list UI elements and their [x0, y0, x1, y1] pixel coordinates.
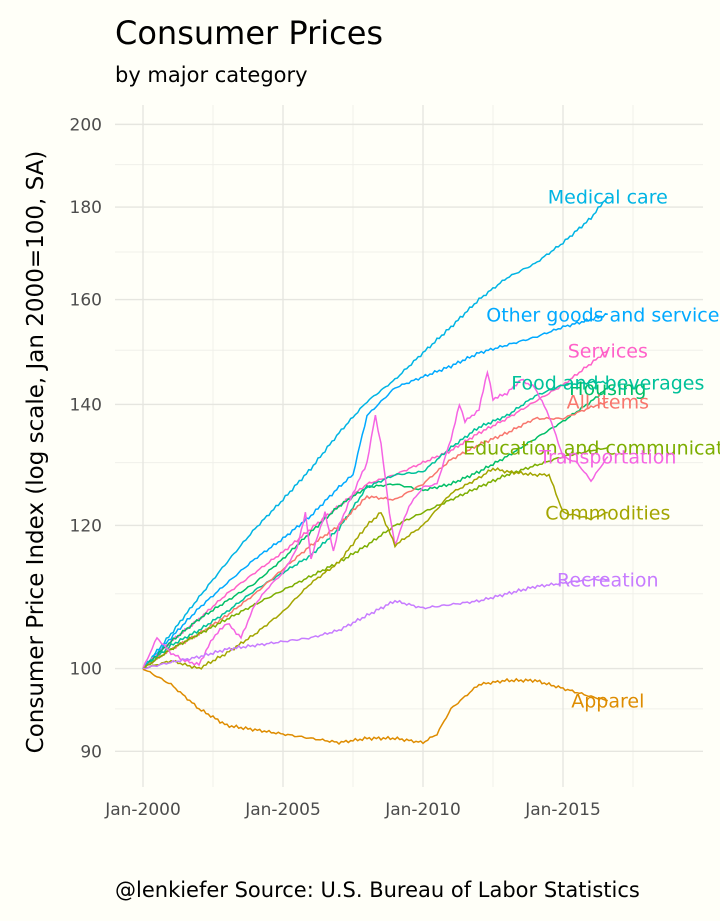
series-labels: Medical care Other goods and services Serv… — [463, 186, 720, 712]
series-label: Education and communication — [463, 438, 720, 460]
series-label: Other goods and services — [486, 304, 720, 326]
series-line — [142, 312, 609, 670]
y-tick-label: 160 — [70, 291, 102, 311]
series-label: Food and beverages — [511, 372, 704, 394]
chart-subtitle: by major category — [115, 63, 308, 87]
source-caption: @lenkiefer Source: U.S. Bureau of Labor … — [115, 878, 640, 902]
y-tick-label: 100 — [70, 660, 102, 680]
x-axis-ticks: Jan-2000 Jan-2005 Jan-2010 Jan-2015 — [104, 800, 601, 820]
y-tick-label: 200 — [70, 115, 102, 135]
series-label: Services — [568, 340, 648, 362]
series-label: Commodities — [545, 502, 670, 524]
x-tick-label: Jan-2005 — [244, 800, 321, 820]
y-tick-label: 180 — [70, 198, 102, 218]
y-tick-label: 120 — [70, 516, 102, 536]
series-line — [142, 577, 608, 670]
series-line — [142, 400, 609, 671]
series-label: Medical care — [548, 186, 668, 208]
series-line — [142, 668, 608, 746]
series-label: Transportation — [538, 447, 676, 469]
series-line — [142, 349, 609, 669]
series-label: All items — [567, 392, 649, 414]
y-tick-label: 90 — [80, 742, 102, 762]
series-lines — [142, 195, 609, 746]
series-line — [142, 467, 608, 670]
series-line — [142, 446, 609, 670]
series-line — [142, 195, 609, 669]
x-tick-label: Jan-2010 — [384, 800, 461, 820]
chart-title: Consumer Prices — [115, 14, 384, 52]
gridlines — [115, 105, 703, 787]
y-axis-label: Consumer Price Index (log scale, Jan 200… — [23, 151, 49, 754]
series-line — [142, 380, 609, 670]
y-axis-ticks: 90 100 120 140 160 180 200 — [70, 115, 102, 762]
series-label: Recreation — [557, 570, 659, 592]
x-tick-label: Jan-2015 — [524, 800, 601, 820]
y-tick-label: 140 — [70, 395, 102, 415]
series-line — [142, 369, 609, 669]
series-line — [142, 387, 609, 670]
series-label: Housing — [569, 378, 646, 400]
x-tick-label: Jan-2000 — [104, 800, 181, 820]
series-label: Apparel — [571, 691, 644, 713]
